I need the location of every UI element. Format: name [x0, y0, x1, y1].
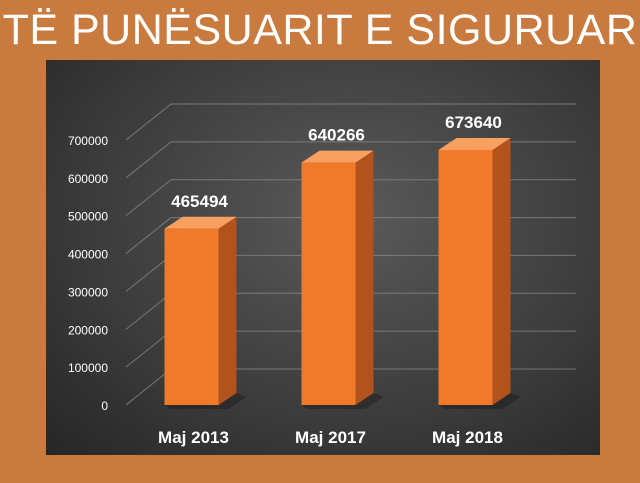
- bar-side: [218, 216, 237, 405]
- bars: [164, 137, 521, 409]
- y-tick-label: 500000: [68, 210, 108, 224]
- page-title: TË PUNËSUARIT E SIGURUAR: [2, 6, 638, 54]
- data-label: 673640: [445, 113, 502, 132]
- gridline-depth: [125, 179, 172, 217]
- gridline-depth: [125, 141, 172, 179]
- gridline-depth: [125, 292, 172, 330]
- y-tick-label: 200000: [68, 323, 108, 337]
- data-label: 640266: [308, 126, 365, 145]
- y-axis-ticks: 0 100000 200000 300000 400000 500000 600000 700…: [68, 134, 108, 413]
- gridline-depth: [125, 368, 172, 406]
- bar: [301, 162, 356, 405]
- x-axis-categories: Maj 2013 Maj 2017 Maj 2018: [158, 428, 503, 447]
- bar: [164, 228, 219, 405]
- x-tick-label: Maj 2018: [432, 428, 503, 447]
- y-tick-label: 700000: [68, 134, 108, 148]
- gridline-depth: [125, 330, 172, 368]
- x-tick-label: Maj 2017: [295, 428, 366, 447]
- x-tick-label: Maj 2013: [158, 428, 229, 447]
- bar-side: [355, 150, 374, 405]
- bar-chart: 0 100000 200000 300000 400000 500000 600000 700…: [68, 103, 576, 447]
- bar-top: [164, 216, 237, 229]
- y-tick-label: 0: [101, 399, 108, 413]
- gridline-depth: [125, 103, 172, 141]
- y-tick-label: 300000: [68, 285, 108, 299]
- y-tick-label: 400000: [68, 248, 108, 262]
- y-tick-label: 100000: [68, 361, 108, 375]
- bar-top: [301, 150, 374, 163]
- gridline-depth: [125, 217, 172, 254]
- bar-side: [492, 137, 511, 406]
- bar: [438, 149, 493, 405]
- chart-panel: 0 100000 200000 300000 400000 500000 600000 700…: [46, 60, 600, 455]
- gridline-depth: [125, 255, 172, 292]
- data-label: 465494: [171, 192, 228, 211]
- value-labels: 465494 640266 673640: [171, 113, 502, 211]
- bar-top: [438, 137, 511, 150]
- y-tick-label: 600000: [68, 172, 108, 186]
